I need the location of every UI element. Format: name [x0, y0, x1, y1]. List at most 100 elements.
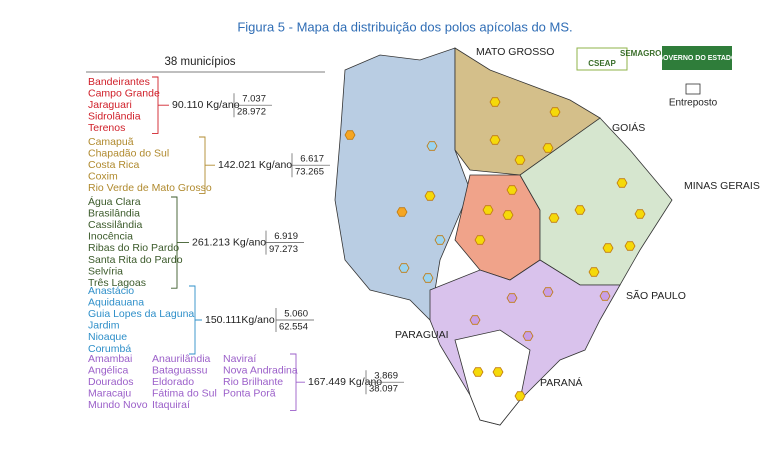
municipality: Nioaque: [88, 331, 127, 343]
municipality: Bandeirantes: [88, 76, 150, 88]
municipality: Jaraguari: [88, 99, 132, 111]
municipality: Rio Verde de Mato Grosso: [88, 182, 212, 194]
municipality: Três Lagoas: [88, 277, 146, 289]
apiary-marker: [474, 235, 486, 245]
neighbor-label: MATO GROSSO: [476, 46, 554, 58]
apiary-marker: [489, 97, 501, 107]
bracket: [290, 353, 305, 411]
bracket: [152, 76, 169, 134]
ratio-bottom: 62.554: [279, 322, 308, 333]
municipality: Corumbá: [88, 343, 131, 355]
apiary-marker: [542, 143, 554, 153]
apiary-marker: [426, 141, 438, 151]
apiary-marker: [502, 210, 514, 220]
apiary-marker: [588, 267, 600, 277]
ratio-bottom: 38.097: [369, 384, 398, 395]
apiary-marker: [396, 207, 408, 217]
neighbor-label: MINAS GERAIS: [684, 180, 760, 192]
neighbor-label: PARAGUAI: [395, 329, 448, 341]
apiary-marker: [514, 155, 526, 165]
logo: CSEAP: [588, 59, 616, 68]
header: 38 municípios: [165, 56, 236, 68]
municipality: Aquidauana: [88, 296, 144, 308]
municipality: Selvíria: [88, 265, 123, 277]
municipality: Fátima do Sul: [152, 388, 217, 400]
municipality: Água Clara: [88, 195, 141, 208]
municipality: Ribas do Rio Pardo: [88, 242, 179, 254]
logo-box: [576, 47, 628, 71]
apiary-marker: [482, 205, 494, 215]
municipality: Coxim: [88, 171, 118, 183]
municipality: Anaurilândia: [152, 353, 211, 365]
municipality: Inocência: [88, 231, 133, 243]
neighbor-label: SÃO PAULO: [626, 289, 686, 302]
production: 167.449 Kg/ano: [308, 376, 382, 388]
apiary-marker: [492, 367, 504, 377]
apiary-marker: [506, 185, 518, 195]
figure-title: Figura 5 - Mapa da distribuição dos polo…: [237, 19, 572, 34]
municipality: Cassilândia: [88, 219, 142, 231]
apiary-marker: [599, 291, 611, 301]
municipality: Campo Grande: [88, 87, 160, 99]
ratio-top: 6.617: [300, 154, 324, 165]
municipality: Angélica: [88, 364, 128, 376]
bracket: [171, 196, 189, 289]
ratio-bottom: 28.972: [237, 107, 266, 118]
apiary-marker: [506, 293, 518, 303]
region-southwest: [454, 329, 531, 426]
ratio-top: 7.037: [242, 94, 266, 105]
ratio-bottom: 73.265: [295, 167, 324, 178]
ratio-top: 6.919: [274, 231, 298, 242]
municipality: Amambai: [88, 353, 132, 365]
map: [334, 47, 673, 426]
municipality: Eldorado: [152, 376, 194, 388]
apiary-marker: [469, 315, 481, 325]
municipality: Terenos: [88, 122, 125, 134]
municipality: Mundo Novo: [88, 399, 148, 411]
apiary-markers: [344, 97, 646, 401]
municipality: Jardim: [88, 320, 120, 332]
region-east: [519, 117, 673, 286]
logo: GOVERNO DO ESTADO: [658, 55, 737, 62]
neighbor-label: PARANÁ: [540, 376, 582, 389]
ratio-bottom: 97.273: [269, 244, 298, 255]
logo-box: [662, 46, 732, 70]
apiary-marker: [422, 273, 434, 283]
apiary-marker: [602, 243, 614, 253]
apiary-marker: [472, 367, 484, 377]
ratio-top: 3.869: [374, 371, 398, 382]
apiary-marker: [574, 205, 586, 215]
municipality: Costa Rica: [88, 159, 140, 171]
apiary-marker: [624, 241, 636, 251]
apiary-marker: [434, 235, 446, 245]
municipality: Guia Lopes da Laguna: [88, 308, 194, 320]
bracket: [189, 285, 202, 355]
apiary-marker: [489, 135, 501, 145]
municipality: Brasilândia: [88, 207, 140, 219]
apiary-marker: [542, 287, 554, 297]
municipality: Maracaju: [88, 388, 131, 400]
legend-icon: [685, 83, 701, 95]
municipality: Itaquiraí: [152, 399, 190, 411]
neighbor-label: GOIÁS: [612, 121, 645, 134]
municipality: Chapadão do Sul: [88, 147, 169, 159]
municipality: Rio Brilhante: [223, 376, 283, 388]
municipality: Anastácio: [88, 285, 134, 297]
logo: SEMAGRO: [620, 49, 661, 58]
municipality: Sidrolândia: [88, 111, 141, 123]
apiary-marker: [424, 191, 436, 201]
legend-label: Entreposto: [669, 98, 718, 109]
ratio-top: 5.060: [284, 309, 308, 320]
apiary-marker: [344, 130, 356, 140]
apiary-marker: [398, 263, 410, 273]
region-center: [454, 174, 541, 281]
municipality: Ponta Porã: [223, 388, 276, 400]
production: 150.111Kg/ano: [205, 314, 275, 326]
apiary-marker: [522, 331, 534, 341]
production: 261.213 Kg/ano: [192, 236, 266, 248]
apiary-marker: [616, 178, 628, 188]
production: 90.110 Kg/ano: [172, 99, 240, 111]
apiary-marker: [548, 213, 560, 223]
municipality: Santa Rita do Pardo: [88, 254, 183, 266]
